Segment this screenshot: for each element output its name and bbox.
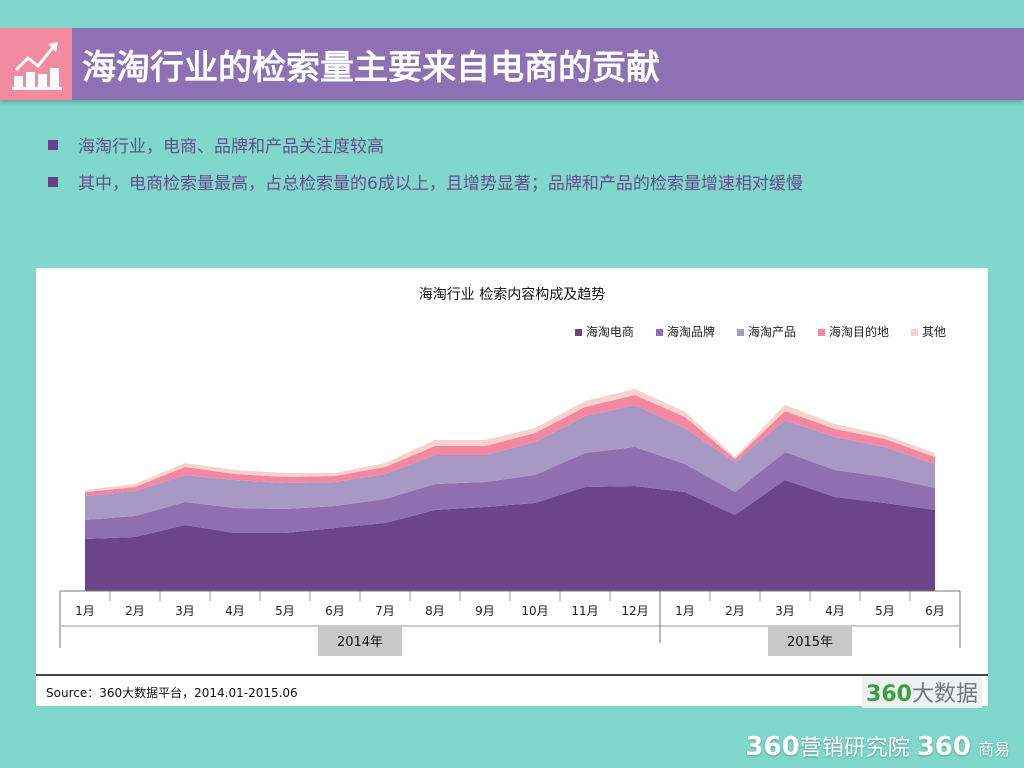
x-tick-label: 2月 <box>125 604 145 618</box>
source-text: Source：360大数据平台，2014.01-2015.06 <box>46 686 298 700</box>
x-tick-label: 10月 <box>521 604 548 618</box>
x-tick-label: 8月 <box>425 604 445 618</box>
logo-text: 大数据 <box>911 682 978 707</box>
bullet-item: 其中，电商检索量最高，占总检索量的6成以上，且增势显著；品牌和产品的检索量增速相… <box>48 169 803 194</box>
360-bigdata-logo: 360大数据 <box>862 676 982 708</box>
bullet-text: 其中，电商检索量最高，占总检索量的6成以上，且增势显著；品牌和产品的检索量增速相… <box>78 174 803 194</box>
area-海淘品牌 <box>85 447 935 539</box>
legend-label: 其他 <box>921 325 946 339</box>
legend-item: 海淘品牌 <box>655 323 715 340</box>
x-tick-label: 5月 <box>875 604 895 618</box>
chart-title: 海淘行业 检索内容构成及趋势 <box>418 287 606 303</box>
group-label-box <box>318 626 402 656</box>
legend-label: 海淘目的地 <box>828 325 889 339</box>
x-tick-label: 3月 <box>775 604 795 618</box>
footer-num: 360 <box>745 732 800 762</box>
group-label: 2015年 <box>787 635 833 650</box>
legend-item: 海淘电商 <box>574 323 634 340</box>
footer-num: 360 <box>916 732 971 762</box>
x-tick-label: 1月 <box>75 604 95 618</box>
bullet-text: 海淘行业，电商、品牌和产品关注度较高 <box>78 137 384 157</box>
legend-item: 其他 <box>910 323 946 340</box>
legend-item: 海淘产品 <box>736 323 796 340</box>
header-bar: 海淘行业的检索量主要来自电商的贡献 <box>0 28 1024 100</box>
x-tick-label: 4月 <box>225 604 245 618</box>
x-tick-label: 6月 <box>925 604 945 618</box>
legend-item: 海淘目的地 <box>817 323 889 340</box>
divider <box>36 674 988 676</box>
x-tick-label: 9月 <box>475 604 495 618</box>
x-tick-label: 12月 <box>621 604 648 618</box>
x-tick-label: 6月 <box>325 604 345 618</box>
area-chart: 1月 2月 3月 4月 5月 6月 7月 8月 9月 10月 11月 12月 1月 2月 3月 4月 5月 6月 2… <box>59 389 961 656</box>
logo-num: 360 <box>866 682 912 707</box>
x-tick-label: 4月 <box>825 604 845 618</box>
page-title: 海淘行业的检索量主要来自电商的贡献 <box>82 48 660 88</box>
x-tick-label: 11月 <box>571 604 598 618</box>
group-label: 2014年 <box>337 635 383 650</box>
legend-label: 海淘品牌 <box>666 325 715 339</box>
x-tick-label: 1月 <box>675 604 695 618</box>
area-海淘产品 <box>85 405 935 520</box>
area-海淘电商 <box>85 480 935 591</box>
area-海淘目的地 <box>85 395 935 496</box>
trend-chart-icon <box>0 28 72 100</box>
footer-logo: 360营销研究院 360 商易 <box>745 730 1010 762</box>
legend-label: 海淘产品 <box>747 325 796 339</box>
x-tick-label: 7月 <box>375 604 395 618</box>
chart-legend: 海淘电商 海淘品牌 海淘产品 海淘目的地 其他 <box>574 323 946 340</box>
legend-label: 海淘电商 <box>585 325 634 339</box>
footer-text: 营销研究院 <box>799 736 910 761</box>
bullet-item: 海淘行业，电商、品牌和产品关注度较高 <box>48 132 384 157</box>
group-label-box <box>768 626 852 656</box>
x-tick-label: 5月 <box>275 604 295 618</box>
x-tick-label: 3月 <box>175 604 195 618</box>
x-tick-label: 2月 <box>725 604 745 618</box>
chart-card: 海淘行业 检索内容构成及趋势 海淘电商 海淘品牌 海淘产品 海淘目的地 其他 1月 2月 3… <box>36 268 988 708</box>
footer-text: 商易 <box>977 740 1010 759</box>
